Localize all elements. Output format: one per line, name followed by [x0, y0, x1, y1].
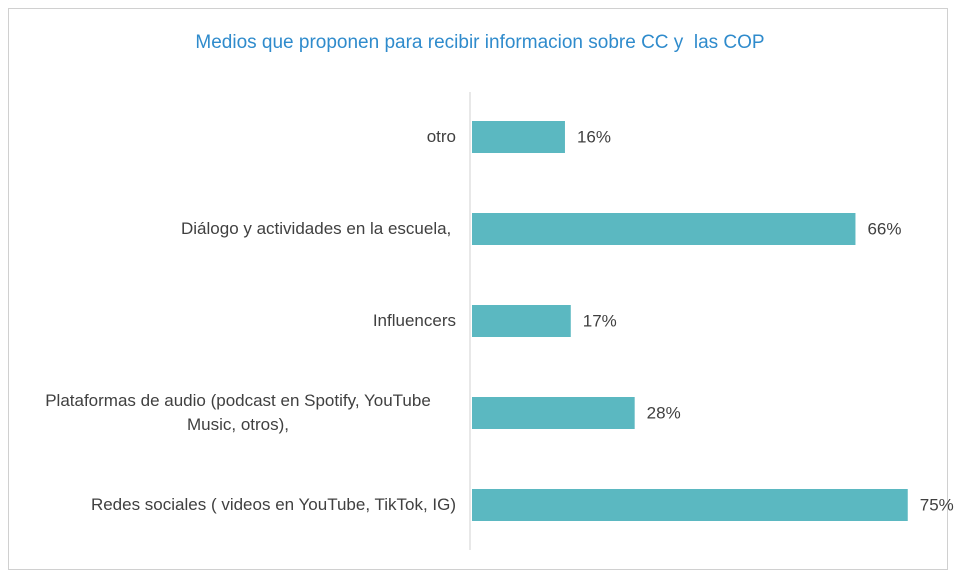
y-tick-label: otro — [426, 127, 456, 146]
data-label: 75% — [920, 495, 954, 514]
bar — [472, 489, 908, 521]
category-label-box: Plataformas de audio (podcast en Spotify… — [20, 383, 456, 443]
chart-title: Medios que proponen para recibir informa… — [195, 32, 765, 53]
category-label-box: otro — [20, 107, 456, 167]
category-label-box: Redes sociales ( videos en YouTube, TikT… — [20, 475, 456, 535]
data-label: 16% — [577, 127, 611, 146]
y-tick-label: Redes sociales ( videos en YouTube, TikT… — [90, 495, 456, 514]
data-label: 17% — [583, 311, 617, 330]
bar — [472, 305, 571, 337]
bar — [472, 121, 565, 153]
bar — [472, 213, 856, 245]
y-tick-label: Plataformas de audio (podcast en Spotify… — [45, 391, 436, 434]
chart-frame — [8, 8, 948, 570]
bar — [472, 397, 635, 429]
category-label-box: Influencers — [20, 291, 456, 351]
y-tick-label: Influencers — [372, 311, 456, 330]
category-label-box: Diálogo y actividades en la escuela, — [20, 199, 456, 259]
data-label: 66% — [867, 219, 901, 238]
data-label: 28% — [647, 403, 681, 422]
y-tick-label: Diálogo y actividades en la escuela, — [181, 219, 456, 238]
